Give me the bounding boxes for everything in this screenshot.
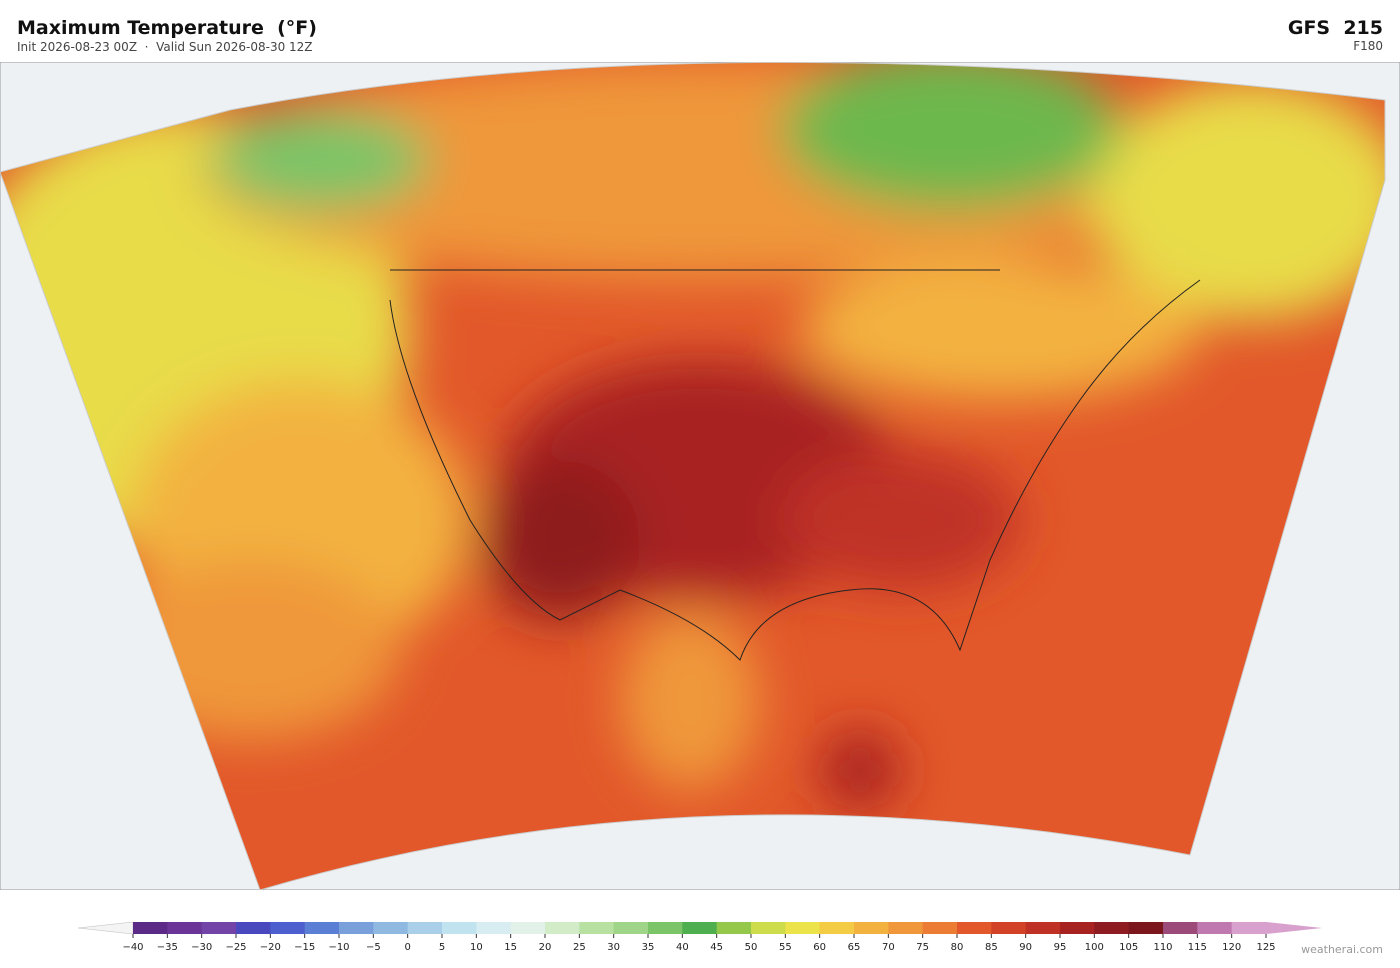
color-bin xyxy=(648,922,683,934)
tick-label: 105 xyxy=(1119,942,1138,953)
color-bin xyxy=(785,922,821,934)
title: Maximum Temperature (°F) xyxy=(17,17,317,39)
color-bin xyxy=(579,922,615,934)
tick-label: −20 xyxy=(260,942,281,953)
watermark: weatherai.com xyxy=(1301,943,1383,956)
color-bin xyxy=(922,922,958,934)
tick-label: 0 xyxy=(404,942,410,953)
tick-label: 5 xyxy=(439,942,445,953)
tick-label: −40 xyxy=(122,942,143,953)
colorbar: −40 −35 −30 −25 −20 −15 −10 −5 0 5 10 15 20 25 30 35 40 4… xyxy=(77,921,1322,953)
color-bin xyxy=(888,922,924,934)
color-bin xyxy=(819,922,855,934)
color-bin xyxy=(1128,922,1164,934)
color-bin xyxy=(270,922,306,934)
tick-label: 110 xyxy=(1153,942,1172,953)
color-bin xyxy=(957,922,992,934)
color-bin xyxy=(545,922,580,934)
color-bin xyxy=(167,922,203,934)
subtitle: Init 2026-08-23 00Z · Valid Sun 2026-08-… xyxy=(17,40,313,54)
tick-label: 50 xyxy=(745,942,758,953)
forecast-hour: F180 xyxy=(1353,39,1383,53)
tick-label: 115 xyxy=(1188,942,1207,953)
tick-label: −10 xyxy=(328,942,349,953)
tick-label: 20 xyxy=(539,942,552,953)
color-bin xyxy=(1197,922,1233,934)
color-bin xyxy=(1163,922,1198,934)
tick-label: 85 xyxy=(985,942,998,953)
color-bin xyxy=(682,922,718,934)
color-bin xyxy=(1231,922,1267,934)
color-bin xyxy=(613,922,649,934)
color-bin xyxy=(510,922,546,934)
tick-label: 30 xyxy=(607,942,620,953)
tick-label: 120 xyxy=(1222,942,1241,953)
color-bin xyxy=(1094,922,1130,934)
tick-label: 90 xyxy=(1019,942,1032,953)
color-bin xyxy=(339,922,374,934)
tick-label: 15 xyxy=(504,942,517,953)
tick-label: 100 xyxy=(1085,942,1104,953)
tick-label: 80 xyxy=(951,942,964,953)
color-bin xyxy=(854,922,889,934)
coastline xyxy=(389,269,1201,661)
tick-label: 65 xyxy=(848,942,861,953)
color-bin xyxy=(373,922,409,934)
color-bin xyxy=(133,922,168,934)
color-bin xyxy=(1060,922,1095,934)
tick-label: 25 xyxy=(573,942,586,953)
model: GFS 215 xyxy=(1288,17,1383,39)
color-bin xyxy=(407,922,443,934)
color-bin xyxy=(716,922,752,934)
colorbar-extend-high xyxy=(1266,922,1322,934)
tick-label: −15 xyxy=(294,942,315,953)
domain-outline xyxy=(0,62,1386,890)
tick-label: 125 xyxy=(1256,942,1275,953)
tick-label: −25 xyxy=(225,942,246,953)
colorbar-extend-low xyxy=(77,921,134,935)
color-bin xyxy=(304,922,340,934)
color-bin xyxy=(201,922,237,934)
color-bin xyxy=(476,922,512,934)
tick-label: 55 xyxy=(779,942,792,953)
tick-label: 60 xyxy=(813,942,826,953)
tick-label: 75 xyxy=(916,942,929,953)
tick-label: 40 xyxy=(676,942,689,953)
tick-label: −30 xyxy=(191,942,212,953)
tick-label: 45 xyxy=(710,942,723,953)
color-bin xyxy=(1025,922,1061,934)
tick-label: 10 xyxy=(470,942,483,953)
color-bin xyxy=(751,922,786,934)
color-bin xyxy=(236,922,271,934)
tick-label: 70 xyxy=(882,942,895,953)
tick-label: −35 xyxy=(157,942,178,953)
color-bin xyxy=(991,922,1027,934)
tick-label: 95 xyxy=(1054,942,1067,953)
tick-label: 35 xyxy=(642,942,655,953)
tick-label: −5 xyxy=(366,942,381,953)
color-bin xyxy=(442,922,477,934)
